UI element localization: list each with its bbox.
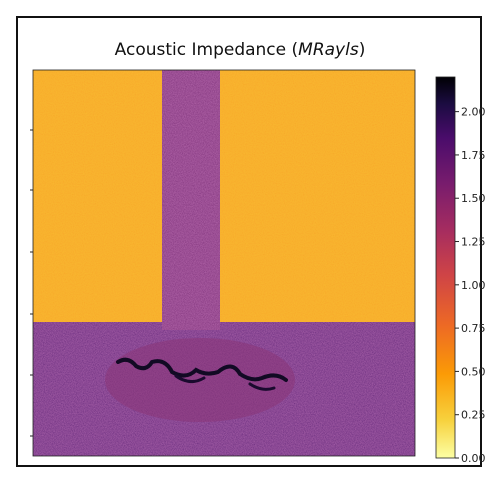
colorbar-tick-label: 0.00 — [461, 452, 486, 465]
title-unit: MRayls — [298, 40, 359, 60]
plot-border — [32, 69, 416, 457]
colorbar-tick-label: 1.50 — [461, 192, 486, 205]
colorbar-tick-label: 1.25 — [461, 236, 486, 249]
colorbar-tick-label: 0.50 — [461, 365, 486, 378]
title-end: ) — [359, 40, 366, 60]
heatmap-region-background-upper — [33, 70, 415, 324]
colorbar-tick-label: 0.75 — [461, 322, 486, 335]
y-axis-ticks — [30, 129, 33, 437]
colorbar-tick-label: 1.00 — [461, 279, 486, 292]
colorbar-tick-label: 2.00 — [461, 106, 486, 119]
colorbar-tick-label: 0.25 — [461, 409, 486, 422]
heatmap-region-rod — [162, 70, 220, 330]
heatmap-region-dark-inclusions — [116, 357, 288, 382]
colorbar-ticks: 0.00 0.25 0.50 0.75 1.00 1.25 1.50 1.75 2.00 — [455, 106, 486, 465]
title-main: Acoustic Impedance ( — [115, 40, 299, 60]
colorbar-tick-label: 1.75 — [461, 149, 486, 162]
heatmap-region-dark-inclusions-2 — [174, 374, 276, 391]
chart-title: Acoustic Impedance (MRayls) — [115, 40, 366, 60]
heatmap-image — [33, 70, 415, 456]
colorbar — [435, 76, 456, 459]
